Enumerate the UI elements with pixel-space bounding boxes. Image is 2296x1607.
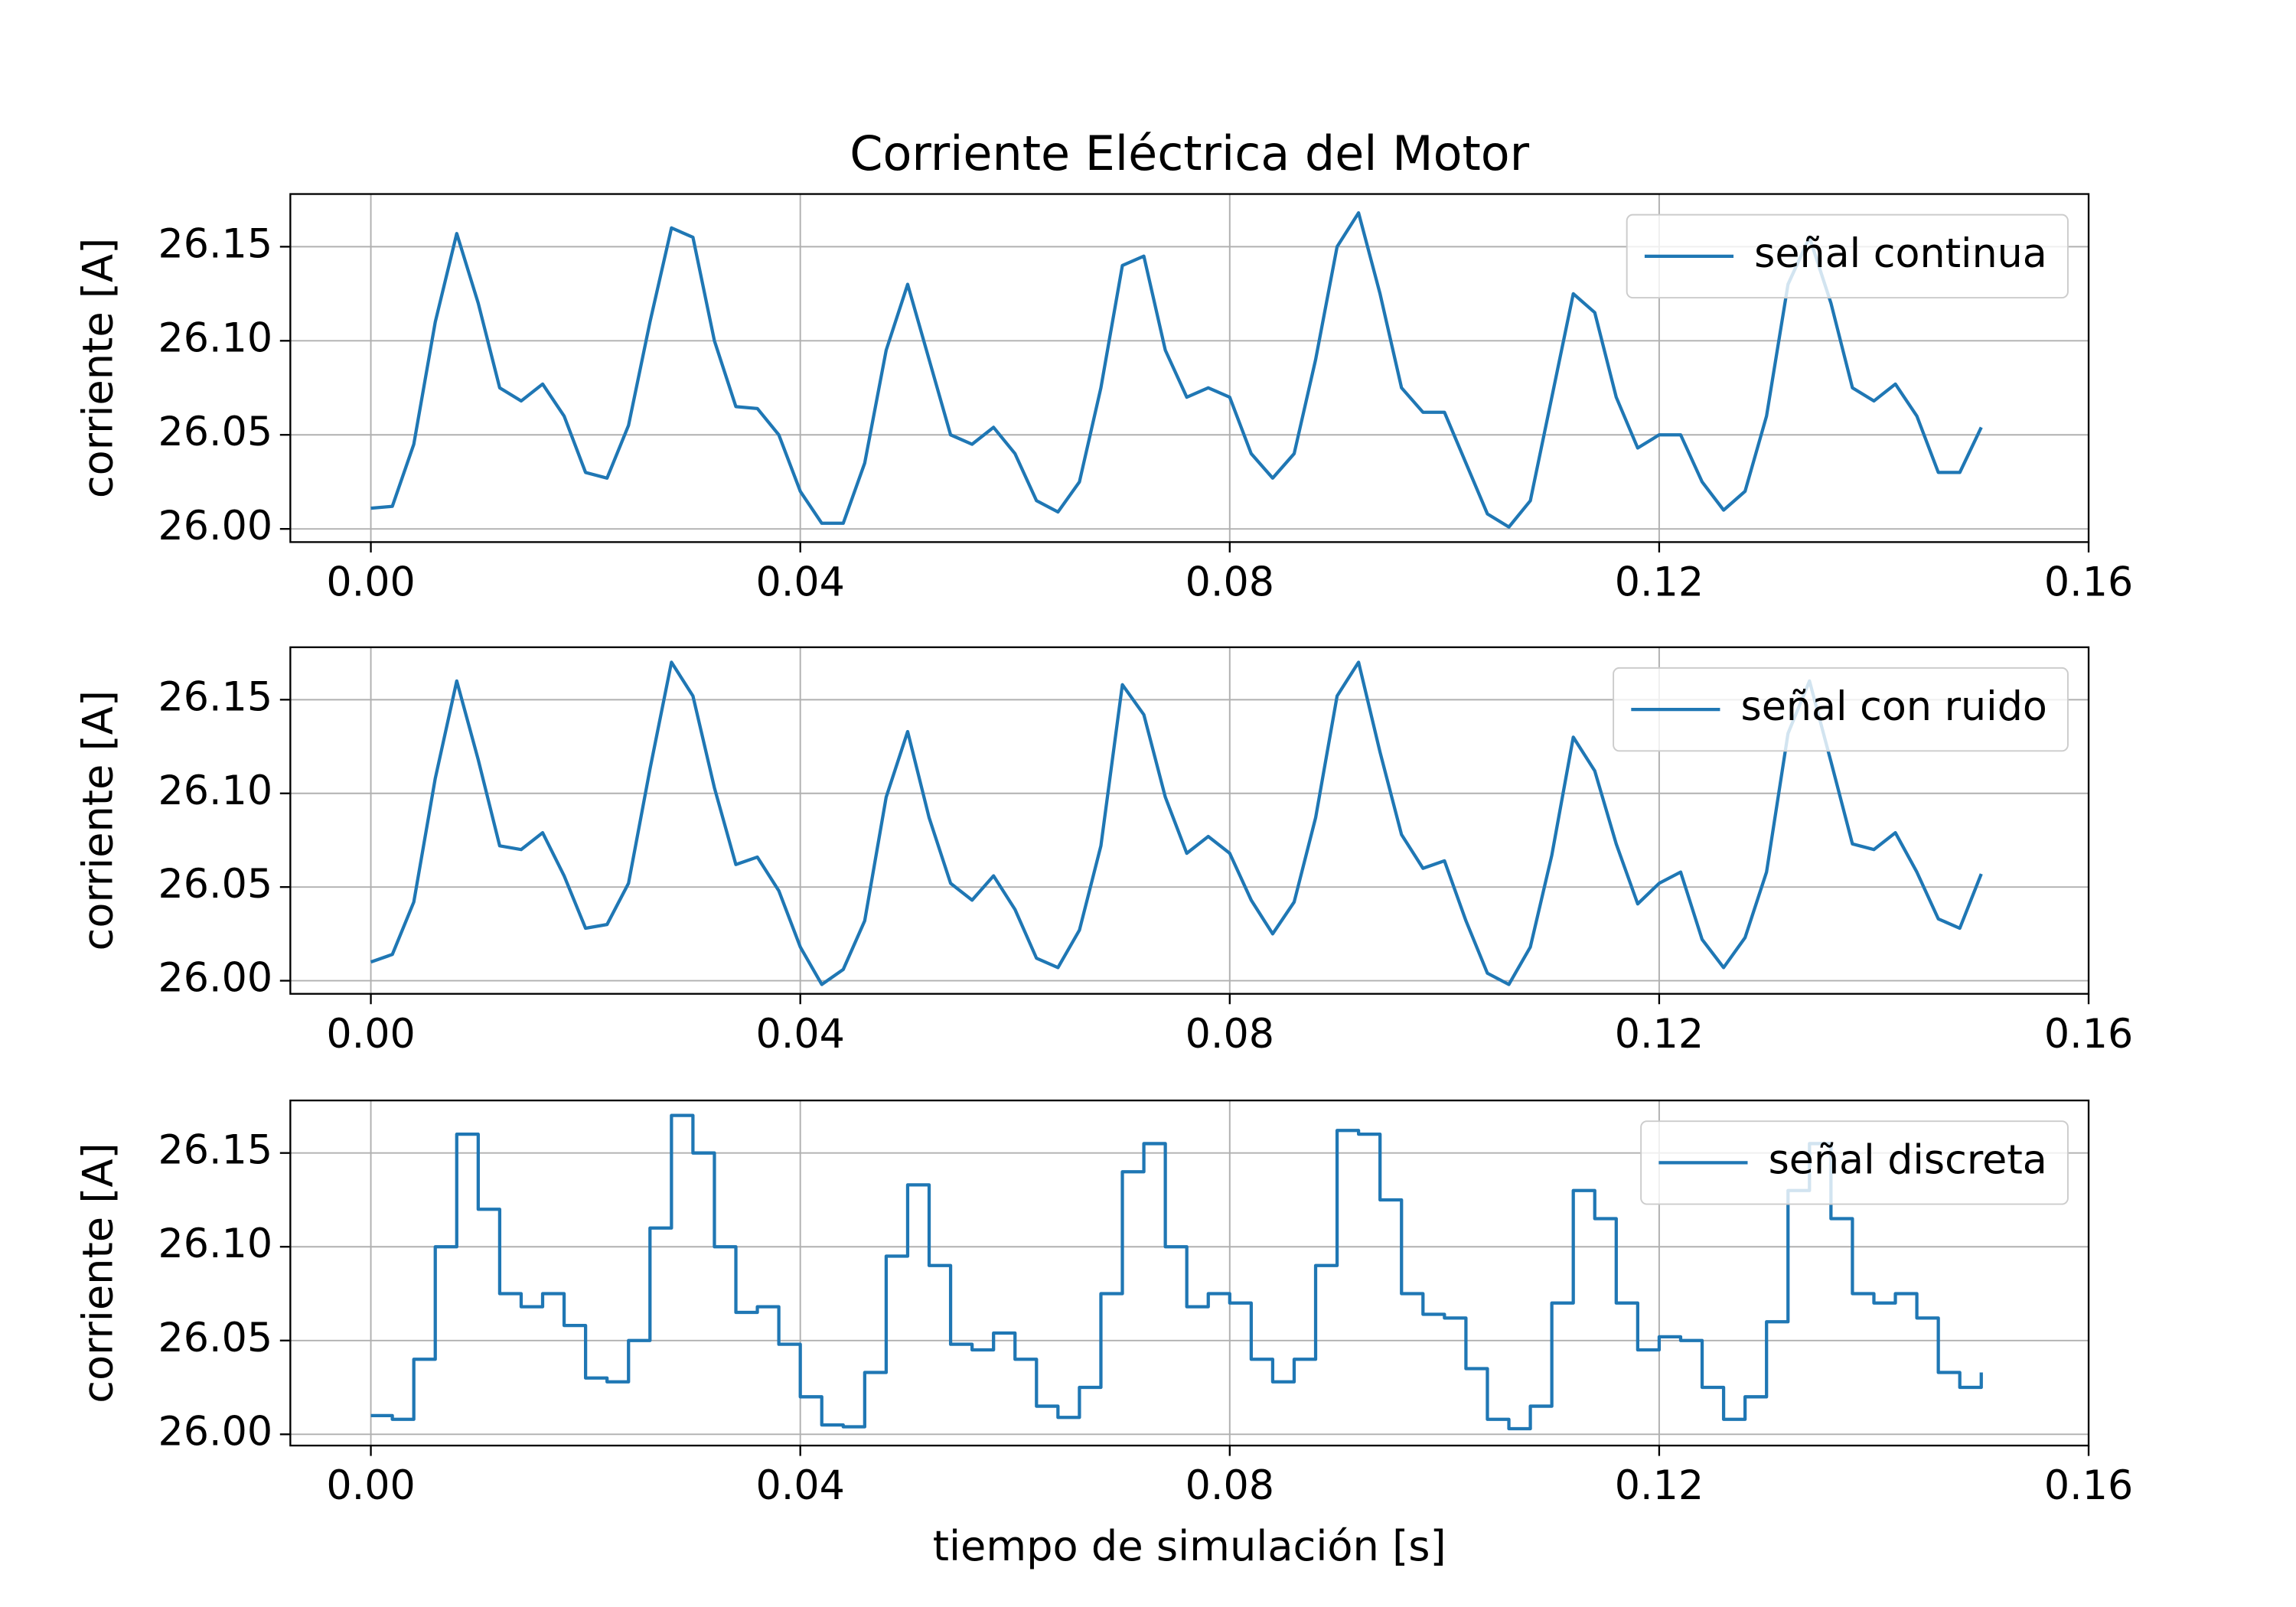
x-tick-label: 0.00: [326, 560, 415, 606]
y-tick-label: 26.15: [158, 221, 273, 267]
plot-frame: [289, 193, 2090, 543]
x-axis-label: tiempo de simulación [s]: [933, 1522, 1446, 1570]
x-tick-label: 0.08: [1186, 560, 1274, 606]
legend-label: señal continua: [1754, 231, 2047, 277]
plot-frame: [289, 646, 2090, 995]
y-tick-label: 26.05: [158, 1315, 273, 1361]
plot-frame: [289, 1099, 2090, 1447]
legend: señal continua: [1626, 214, 2069, 299]
legend-box: [1640, 1120, 2069, 1205]
y-tick-label: 26.05: [158, 409, 273, 455]
legend-box: [1613, 667, 2069, 752]
y-tick-label: 26.00: [158, 956, 273, 1002]
x-tick-label: 0.16: [2044, 1463, 2133, 1509]
subplot: 0.00 0.04 0.08 0.12 0.16 26.00 26.05 26.10 26.15…: [73, 646, 2133, 1058]
legend: señal discreta: [1640, 1120, 2069, 1205]
y-tick-label: 26.00: [158, 504, 273, 549]
x-tick-label: 0.00: [326, 1463, 415, 1509]
y-axis-label: corriente [A]: [73, 1143, 122, 1403]
y-axis-label: corriente [A]: [73, 690, 122, 950]
data-line: [370, 211, 1983, 529]
legend: señal con ruido: [1613, 667, 2069, 752]
x-tick-label: 0.00: [326, 1012, 415, 1058]
subplot: 0.00 0.04 0.08 0.12 0.16 26.00 26.05 26.10 26.15…: [73, 126, 2133, 605]
x-tick-label: 0.08: [1186, 1463, 1274, 1509]
y-tick-label: 26.10: [158, 315, 273, 361]
y-tick-label: 26.05: [158, 862, 273, 908]
x-tick-label: 0.12: [1615, 1463, 1704, 1509]
x-tick-label: 0.16: [2044, 1012, 2133, 1058]
y-tick-label: 26.10: [158, 768, 273, 814]
x-tick-label: 0.12: [1615, 560, 1704, 606]
chart-title: Corriente Eléctrica del Motor: [850, 126, 1529, 181]
x-tick-label: 0.16: [2044, 560, 2133, 606]
x-tick-label: 0.08: [1186, 1012, 1274, 1058]
y-tick-label: 26.00: [158, 1409, 273, 1455]
data-line: [370, 660, 1983, 986]
x-tick-label: 0.12: [1615, 1012, 1704, 1058]
y-axis-label: corriente [A]: [73, 238, 122, 498]
y-tick-label: 26.10: [158, 1221, 273, 1267]
y-tick-label: 26.15: [158, 674, 273, 720]
x-tick-label: 0.04: [756, 1012, 845, 1058]
legend-label: señal discreta: [1769, 1137, 2047, 1183]
legend-label: señal con ruido: [1741, 684, 2047, 730]
data-line: [370, 1113, 1983, 1431]
y-tick-label: 26.15: [158, 1128, 273, 1174]
subplot: 0.00 0.04 0.08 0.12 0.16 26.00 26.05 26.10 26.15…: [73, 1099, 2133, 1570]
x-tick-label: 0.04: [756, 560, 845, 606]
x-tick-label: 0.04: [756, 1463, 845, 1509]
legend-box: [1626, 214, 2069, 299]
